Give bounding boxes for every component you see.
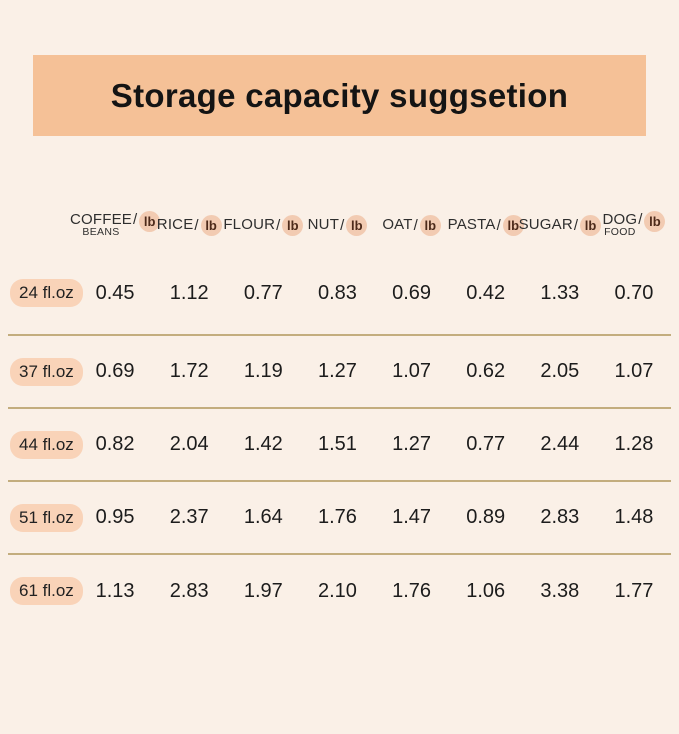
table-cell: 2.83 — [169, 579, 209, 602]
slash-separator: / — [413, 216, 418, 234]
row-label-badge: 37 fl.oz — [10, 357, 83, 386]
slash-separator: / — [276, 216, 281, 234]
column-sublabel: BEANS — [82, 226, 120, 239]
column-header-pasta: PASTA / lb — [447, 198, 524, 252]
column-sublabel: FOOD — [604, 226, 636, 239]
row-label-badge: 44 fl.oz — [10, 430, 83, 459]
table-cell: 2.10 — [317, 579, 357, 602]
column-label: COFFEE — [69, 210, 132, 228]
table-cell: 0.69 — [374, 252, 449, 336]
table-cell: 1.76 — [392, 579, 432, 602]
header-spacer — [8, 198, 78, 252]
column-label: PASTA — [447, 216, 496, 234]
table-cell: 0.70 — [596, 252, 671, 336]
table-cell: 0.82 — [78, 408, 153, 482]
table-row: 44 fl.oz 0.82 2.04 1.42 1.51 1.27 0.77 2… — [8, 408, 671, 482]
slash-separator: / — [638, 210, 643, 228]
table-cell: 2.83 — [522, 481, 597, 555]
lb-unit-badge: lb — [139, 210, 161, 232]
table-cell: 0.83 — [300, 252, 375, 336]
table-cell: 0.69 — [78, 335, 153, 409]
capacity-table: COFFEE BEANS / lb RICE / lb FLOUR / — [8, 198, 671, 627]
lb-unit-badge: lb — [502, 214, 524, 236]
table-row: 37 fl.oz 0.69 1.72 1.19 1.27 1.07 0.62 2… — [8, 335, 671, 409]
table-cell: 1.28 — [596, 408, 671, 482]
column-label: DOG — [602, 210, 638, 228]
table-cell: 0.77 — [226, 252, 301, 336]
table-cell: 1.72 — [152, 335, 227, 409]
column-header-oat: OAT / lb — [375, 198, 449, 252]
slash-separator: / — [496, 216, 501, 234]
table-cell: 1.19 — [226, 335, 301, 409]
table-row: 51 fl.oz 0.95 2.37 1.64 1.76 1.47 0.89 2… — [8, 481, 671, 555]
column-label: OAT — [382, 216, 413, 234]
column-header-sugar: SUGAR / lb — [519, 198, 602, 252]
table-cell: 2.04 — [152, 408, 227, 482]
table-cell: 1.12 — [152, 252, 227, 336]
slash-separator: / — [194, 216, 199, 234]
table-cell: 3.38 — [540, 579, 580, 602]
page-title: Storage capacity suggsetion — [110, 76, 569, 114]
slash-separator: / — [340, 216, 345, 234]
table-cell: 1.48 — [596, 481, 671, 555]
table-cell: 2.37 — [152, 481, 227, 555]
table-cell: 0.77 — [448, 408, 523, 482]
table-cell: 1.07 — [596, 335, 671, 409]
table-cell: 1.13 — [95, 579, 135, 602]
column-label: RICE — [156, 216, 194, 234]
column-header-dog-food: DOG FOOD / lb — [597, 198, 671, 252]
table-cell: 1.33 — [522, 252, 597, 336]
table-cell: 1.77 — [614, 579, 654, 602]
lb-unit-badge: lb — [200, 214, 222, 236]
column-label: SUGAR — [518, 216, 573, 234]
table-cell: 1.42 — [226, 408, 301, 482]
slash-separator: / — [133, 210, 138, 228]
header-row: COFFEE BEANS / lb RICE / lb FLOUR / — [8, 198, 671, 252]
row-label-badge: 24 fl.oz — [10, 279, 83, 307]
table-cell: 1.51 — [300, 408, 375, 482]
row-label-badge: 51 fl.oz — [10, 503, 83, 532]
table-row: 24 fl.oz 0.45 1.12 0.77 0.83 0.69 0.42 1… — [8, 252, 671, 336]
slash-separator: / — [573, 216, 579, 234]
table-cell: 0.95 — [78, 481, 153, 555]
table-cell: 0.62 — [448, 335, 523, 409]
table-cell: 0.42 — [448, 252, 523, 336]
table-cell: 1.06 — [466, 579, 506, 602]
table-cell: 2.05 — [522, 335, 597, 409]
lb-unit-badge: lb — [580, 214, 602, 236]
lb-unit-badge: lb — [346, 214, 368, 236]
column-label: NUT — [307, 216, 340, 234]
table-cell: 1.76 — [300, 481, 375, 555]
lb-unit-badge: lb — [644, 210, 666, 232]
table-cell: 0.89 — [448, 481, 523, 555]
lb-unit-badge: lb — [282, 214, 304, 236]
column-header-flour: FLOUR / lb — [223, 198, 304, 252]
table-cell: 0.45 — [78, 252, 153, 336]
lb-unit-badge: lb — [419, 214, 441, 236]
column-header-nut: NUT / lb — [300, 198, 374, 252]
table-cell: 1.47 — [374, 481, 449, 555]
column-label: FLOUR — [223, 216, 276, 234]
column-header-coffee-beans: COFFEE BEANS / lb — [70, 198, 161, 252]
table-cell: 1.27 — [300, 335, 375, 409]
table-cell: 1.97 — [243, 579, 283, 602]
table-cell: 1.07 — [374, 335, 449, 409]
column-header-rice: RICE / lb — [152, 198, 226, 252]
table-cell: 2.44 — [522, 408, 597, 482]
table-cell: 1.27 — [374, 408, 449, 482]
row-label-badge: 61 fl.oz — [10, 577, 83, 605]
table-row: 61 fl.oz 1.13 2.83 1.97 2.10 1.76 1.06 3… — [8, 554, 671, 627]
title-banner: Storage capacity suggsetion — [33, 55, 646, 136]
table-cell: 1.64 — [226, 481, 301, 555]
